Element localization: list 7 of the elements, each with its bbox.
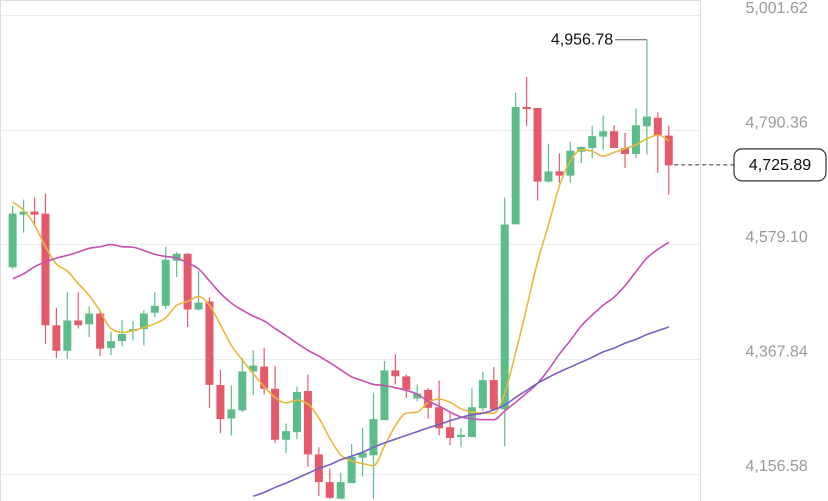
ref-line-label: 4,725.89 <box>748 156 812 174</box>
y-tick-label: 4,579.10 <box>746 228 808 246</box>
y-tick-label: 4,367.84 <box>746 344 808 361</box>
y-tick-label: 4,156.58 <box>746 458 808 476</box>
annotation: 4,956.78 <box>550 32 614 49</box>
y-tick-label: 5,001.62 <box>746 0 808 17</box>
y-tick-label: 4,790.36 <box>746 114 808 132</box>
